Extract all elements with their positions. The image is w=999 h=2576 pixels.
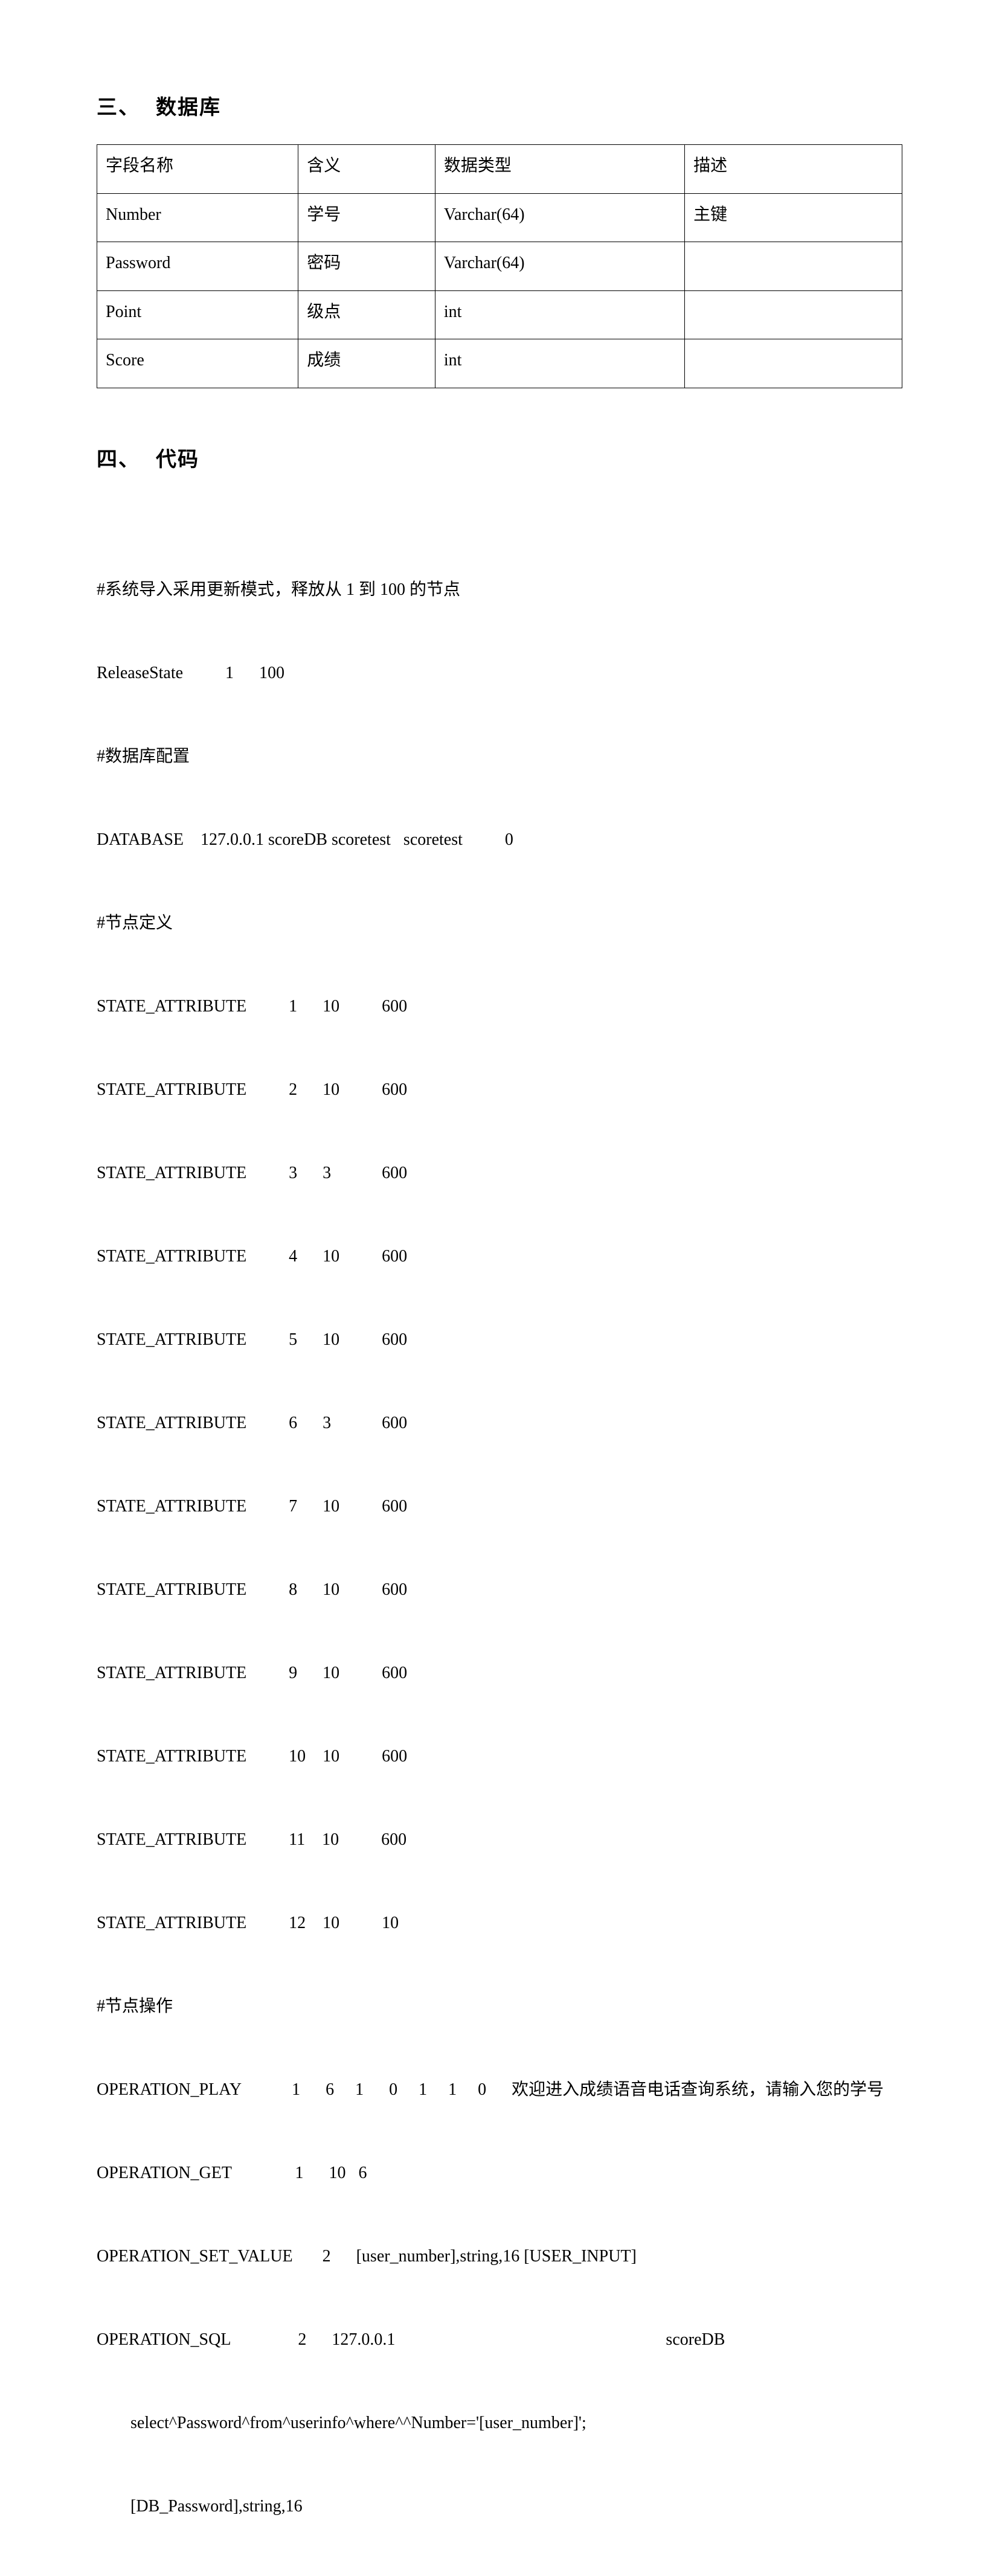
table-cell: int	[435, 339, 684, 388]
table-cell: Point	[97, 290, 298, 339]
table-header-cell: 字段名称	[97, 145, 298, 194]
section-3-title: 数据库	[156, 97, 221, 119]
table-cell: 主键	[685, 193, 902, 242]
code-line: #节点操作	[97, 1993, 902, 2020]
code-line: #节点定义	[97, 909, 902, 937]
code-block: #系统导入采用更新模式，释放从 1 到 100 的节点 ReleaseState…	[97, 521, 902, 2576]
table-cell: Number	[97, 193, 298, 242]
code-line: STATE_ATTRIBUTE 8 10 600	[97, 1576, 902, 1604]
code-line: #系统导入采用更新模式，释放从 1 到 100 的节点	[97, 576, 902, 604]
table-cell: 学号	[298, 193, 435, 242]
code-line: STATE_ATTRIBUTE 1 10 600	[97, 993, 902, 1020]
code-line: DATABASE 127.0.0.1 scoreDB scoretest sco…	[97, 826, 902, 854]
table-header-cell: 描述	[685, 145, 902, 194]
table-cell: Score	[97, 339, 298, 388]
code-line: ReleaseState 1 100	[97, 659, 902, 687]
table-row: Point 级点 int	[97, 290, 902, 339]
section-3-heading: 三、数据库	[97, 91, 902, 120]
table-cell	[685, 290, 902, 339]
code-line: STATE_ATTRIBUTE 2 10 600	[97, 1076, 902, 1104]
table-cell: Password	[97, 242, 298, 291]
table-cell: int	[435, 290, 684, 339]
code-line: STATE_ATTRIBUTE 4 10 600	[97, 1243, 902, 1270]
code-line: STATE_ATTRIBUTE 3 3 600	[97, 1159, 902, 1187]
code-line: STATE_ATTRIBUTE 7 10 600	[97, 1493, 902, 1520]
code-line: STATE_ATTRIBUTE 12 10 10	[97, 1909, 902, 1937]
table-cell	[685, 339, 902, 388]
table-header-row: 字段名称 含义 数据类型 描述	[97, 145, 902, 194]
table-header-cell: 数据类型	[435, 145, 684, 194]
db-fields-table: 字段名称 含义 数据类型 描述 Number 学号 Varchar(64) 主键…	[97, 144, 902, 388]
code-line: STATE_ATTRIBUTE 10 10 600	[97, 1743, 902, 1770]
table-cell: Varchar(64)	[435, 242, 684, 291]
code-line: OPERATION_GET 1 10 6	[97, 2159, 902, 2187]
table-header-cell: 含义	[298, 145, 435, 194]
table-cell	[685, 242, 902, 291]
page: 三、数据库 字段名称 含义 数据类型 描述 Number 学号 Varchar(…	[0, 0, 999, 1412]
code-line: OPERATION_PLAY 1 6 1 0 1 1 0 欢迎进入成绩语音电话查…	[97, 2076, 902, 2104]
code-line: STATE_ATTRIBUTE 5 10 600	[97, 1326, 902, 1354]
section-3-number: 三、	[97, 97, 140, 119]
section-4-title: 代码	[156, 449, 199, 471]
code-line: [DB_Password],string,16	[97, 2493, 902, 2520]
code-line: STATE_ATTRIBUTE 6 3 600	[97, 1409, 902, 1437]
table-row: Password 密码 Varchar(64)	[97, 242, 902, 291]
code-line: STATE_ATTRIBUTE 9 10 600	[97, 1659, 902, 1687]
section-4-number: 四、	[97, 449, 140, 471]
table-cell: Varchar(64)	[435, 193, 684, 242]
code-line: select^Password^from^userinfo^where^^Num…	[97, 2409, 902, 2437]
section-4-heading: 四、代码	[97, 443, 902, 472]
table-cell: 密码	[298, 242, 435, 291]
code-line: OPERATION_SQL 2 127.0.0.1 scoreDB	[97, 2326, 902, 2354]
table-row: Score 成绩 int	[97, 339, 902, 388]
code-line: #数据库配置	[97, 743, 902, 771]
table-row: Number 学号 Varchar(64) 主键	[97, 193, 902, 242]
code-line: STATE_ATTRIBUTE 11 10 600	[97, 1826, 902, 1854]
table-cell: 级点	[298, 290, 435, 339]
code-line: OPERATION_SET_VALUE 2 [user_number],stri…	[97, 2243, 902, 2270]
table-cell: 成绩	[298, 339, 435, 388]
